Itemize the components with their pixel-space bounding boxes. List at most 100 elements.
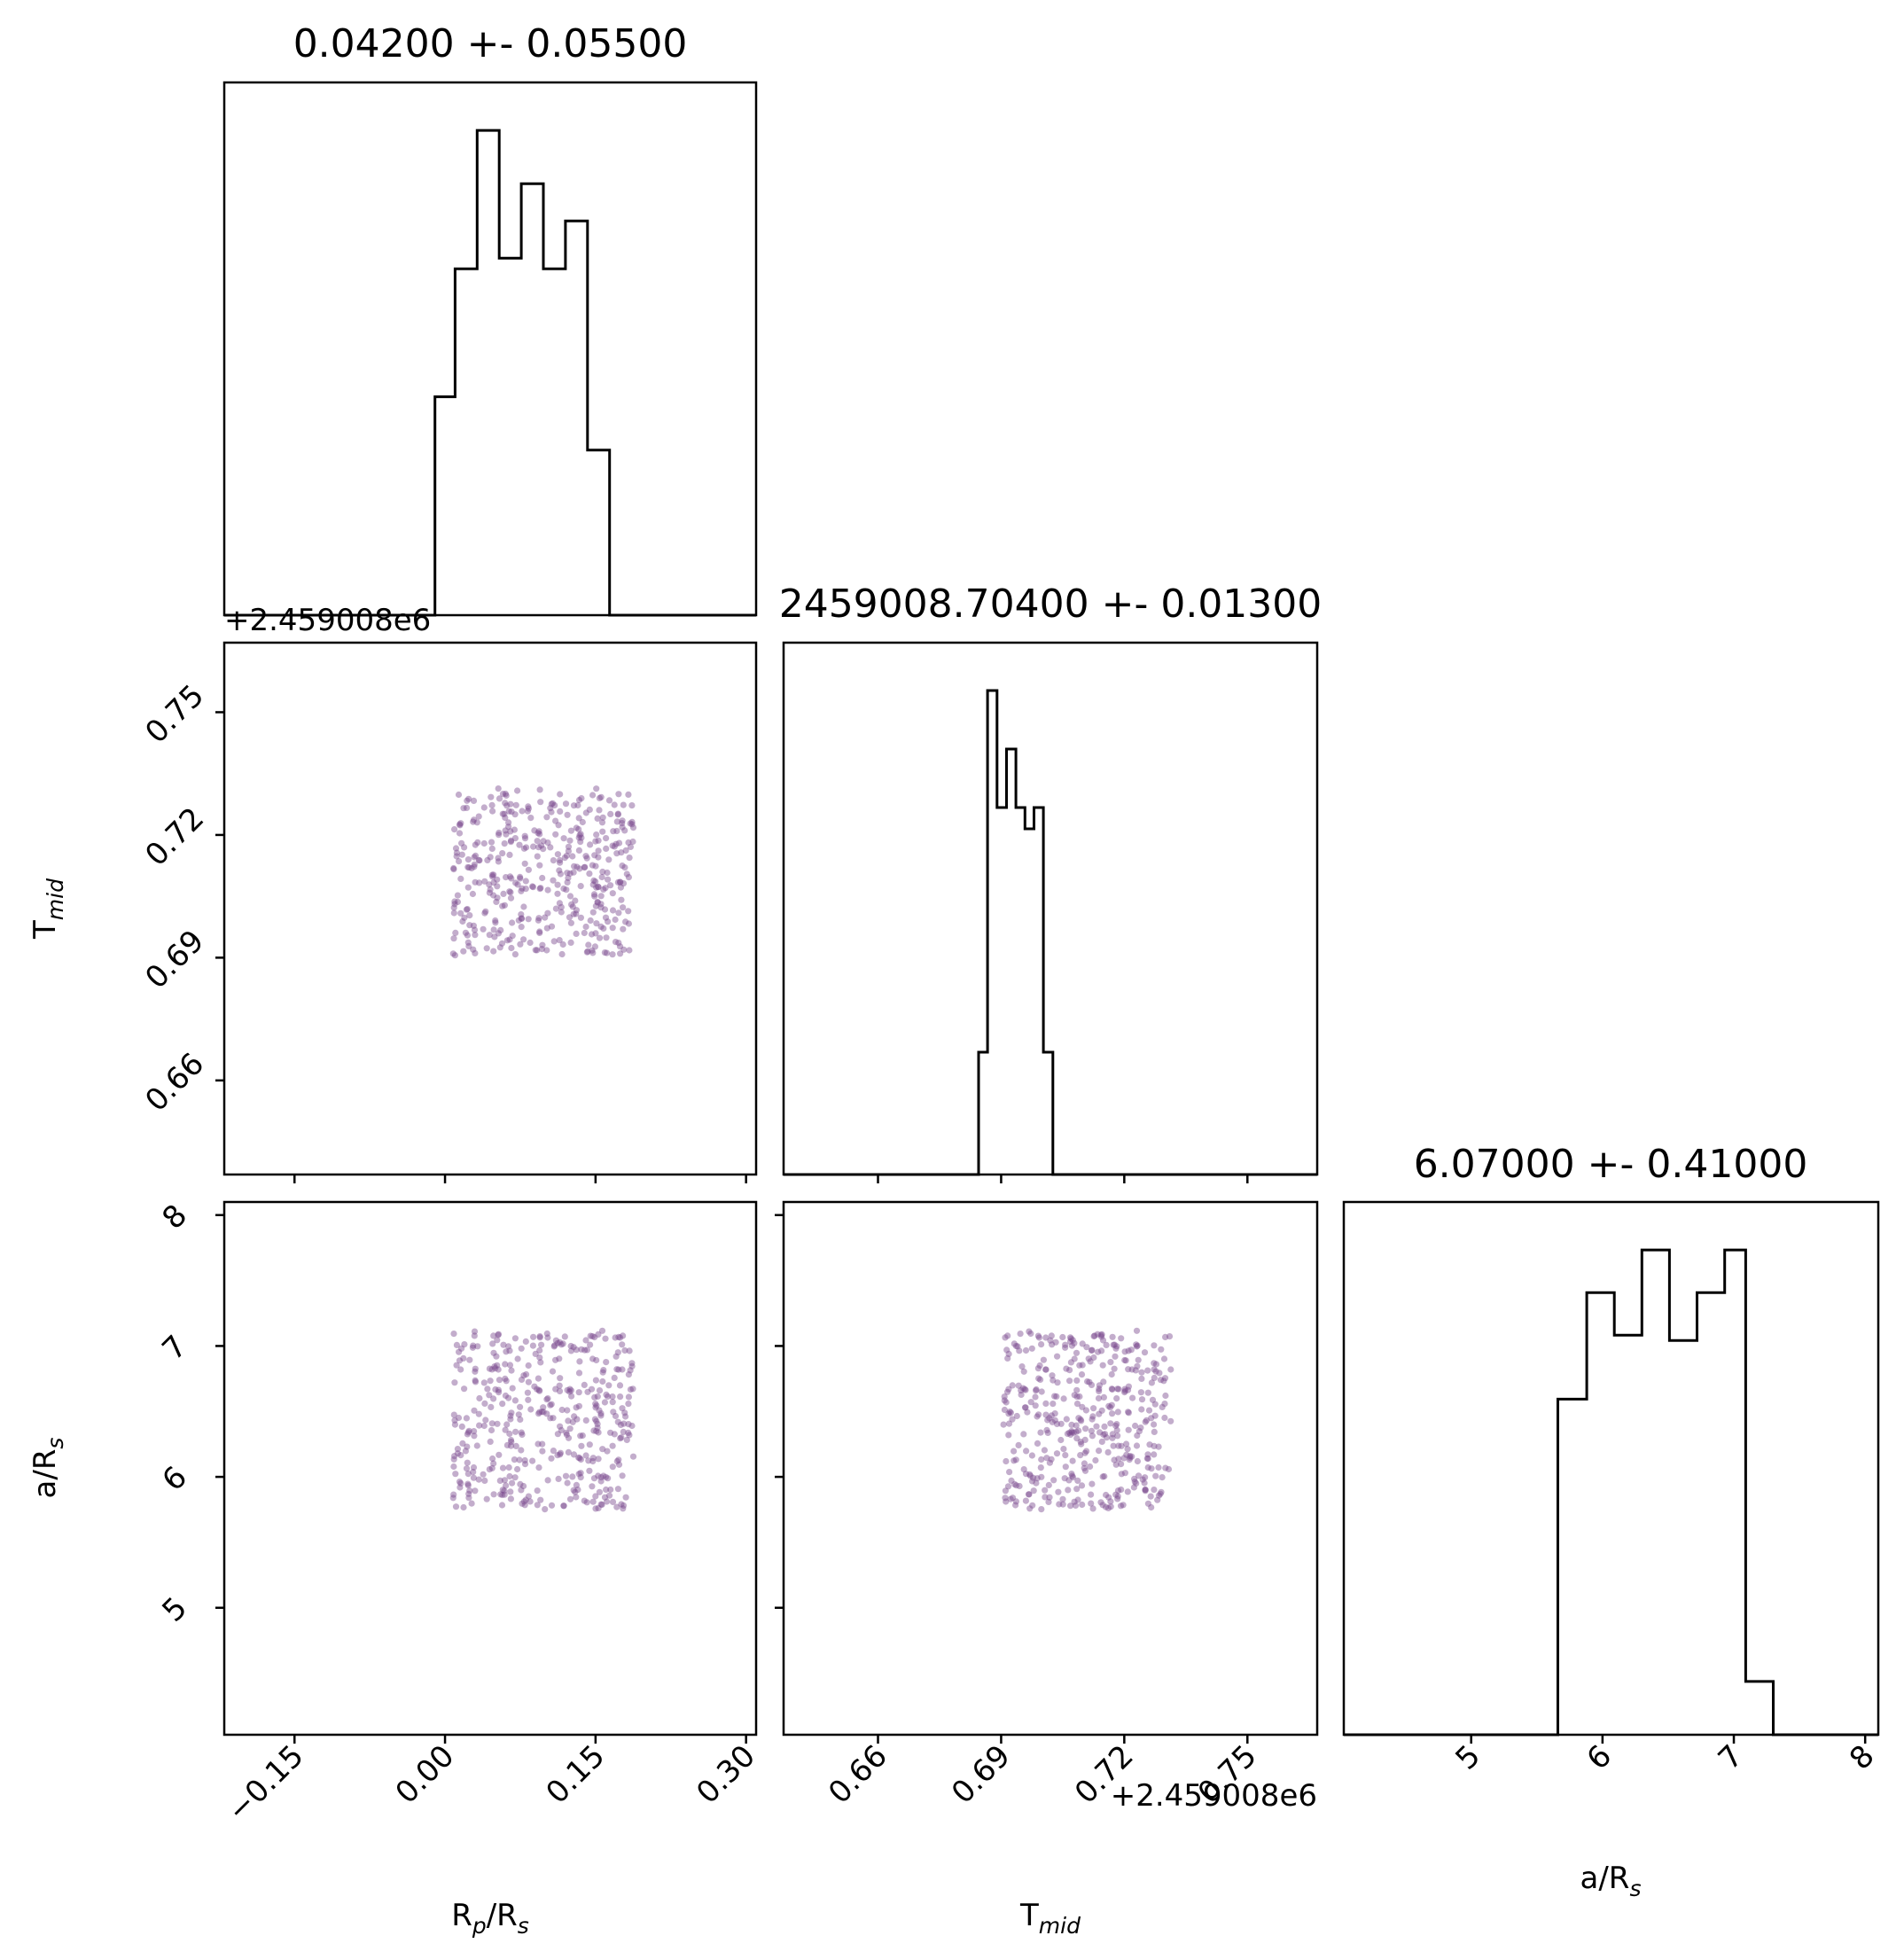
scatter-point-ars-vs-rp-311 [587, 1332, 594, 1339]
scatter-point-ars-vs-rp-333 [486, 1365, 494, 1372]
scatter-point-ars-vs-tmid-141 [1024, 1409, 1031, 1416]
scatter-point-ars-vs-rp-35 [494, 1362, 501, 1369]
scatter-point-ars-vs-rp-329 [523, 1370, 530, 1378]
scatter-point-ars-vs-rp-66 [575, 1402, 583, 1409]
scatter-point-ars-vs-rp-90 [562, 1472, 570, 1479]
scatter-point-ars-vs-rp-70 [609, 1498, 617, 1505]
scatter-point-tmid-vs-rp-408 [600, 925, 607, 932]
scatter-point-ars-vs-rp-94 [565, 1448, 573, 1456]
scatter-point-tmid-vs-rp-22 [525, 916, 532, 923]
scatter-point-ars-vs-rp-129 [589, 1457, 597, 1465]
scatter-point-ars-vs-rp-387 [595, 1504, 602, 1511]
scatter-point-tmid-vs-rp-3 [599, 828, 606, 835]
scatter-point-tmid-vs-rp-101 [574, 863, 581, 870]
scatter-point-tmid-vs-rp-337 [589, 909, 597, 916]
scatter-point-tmid-vs-rp-402 [597, 793, 605, 800]
scatter-point-ars-vs-rp-188 [577, 1456, 585, 1463]
scatter-point-ars-vs-rp-95 [471, 1407, 478, 1414]
scatter-point-tmid-vs-rp-320 [461, 844, 468, 851]
scatter-point-ars-vs-tmid-335 [1138, 1396, 1146, 1403]
scatter-point-ars-vs-rp-220 [610, 1409, 617, 1416]
scatter-point-tmid-vs-rp-264 [573, 910, 580, 917]
scatter-point-ars-vs-rp-72 [626, 1432, 633, 1439]
scatter-point-tmid-vs-rp-346 [570, 910, 577, 917]
scatter-point-ars-vs-tmid-267 [1012, 1502, 1019, 1509]
scatter-point-ars-vs-rp-396 [594, 1393, 601, 1400]
scatter-point-tmid-vs-rp-237 [544, 886, 551, 894]
scatter-point-ars-vs-tmid-235 [1018, 1363, 1026, 1370]
scatter-point-ars-vs-tmid-255 [1142, 1474, 1149, 1481]
scatter-point-ars-vs-tmid-79 [1003, 1388, 1011, 1395]
scatter-point-ars-vs-rp-283 [566, 1388, 574, 1395]
scatter-point-tmid-vs-rp-57 [506, 936, 513, 943]
xtick-label-ars-3: 8 [1843, 1738, 1882, 1777]
scatter-point-ars-vs-tmid-152 [1035, 1334, 1042, 1341]
scatter-point-ars-vs-tmid-36 [1144, 1463, 1151, 1471]
scatter-point-ars-vs-rp-357 [490, 1395, 497, 1402]
xtick-label-tmid-1: 0.69 [945, 1738, 1018, 1811]
scatter-point-ars-vs-tmid-380 [1059, 1501, 1066, 1508]
scatter-point-ars-vs-rp-130 [506, 1430, 513, 1438]
scatter-point-tmid-vs-rp-334 [550, 857, 558, 864]
scatter-point-ars-vs-tmid-412 [1131, 1479, 1138, 1486]
scatter-point-ars-vs-tmid-269 [1071, 1392, 1078, 1399]
scatter-point-ars-vs-tmid-378 [1089, 1480, 1096, 1487]
scatter-point-ars-vs-tmid-242 [1081, 1449, 1089, 1456]
scatter-point-ars-vs-tmid-26 [1049, 1418, 1056, 1425]
scatter-point-ars-vs-tmid-379 [1151, 1412, 1159, 1419]
scatter-point-tmid-vs-rp-39 [598, 819, 606, 826]
scatter-point-tmid-vs-rp-4 [593, 920, 600, 927]
scatter-point-tmid-vs-rp-233 [451, 952, 458, 959]
scatter-point-ars-vs-tmid-329 [1108, 1370, 1115, 1378]
scatter-point-tmid-vs-rp-67 [512, 879, 519, 886]
scatter-point-ars-vs-tmid-393 [1114, 1487, 1122, 1495]
scatter-point-tmid-vs-rp-251 [574, 801, 581, 809]
scatter-point-ars-vs-tmid-394 [1096, 1410, 1103, 1417]
scatter-point-ars-vs-tmid-305 [1095, 1394, 1103, 1402]
scatter-point-ars-vs-tmid-280 [1133, 1341, 1140, 1348]
scatter-point-tmid-vs-rp-293 [511, 826, 519, 833]
scatter-point-ars-vs-rp-260 [535, 1375, 542, 1382]
scatter-point-tmid-vs-rp-113 [522, 878, 529, 885]
scatter-point-tmid-vs-rp-95 [471, 854, 478, 861]
scatter-point-ars-vs-rp-242 [557, 1449, 565, 1456]
scatter-point-tmid-vs-rp-376 [572, 897, 579, 904]
ytick-label-ars-0: 5 [155, 1590, 194, 1629]
scatter-point-ars-vs-rp-153 [518, 1429, 525, 1436]
scatter-point-tmid-vs-rp-26 [569, 903, 576, 910]
scatter-point-ars-vs-tmid-103 [1008, 1477, 1015, 1484]
scatter-point-ars-vs-tmid-362 [1061, 1475, 1068, 1482]
scatter-point-ars-vs-tmid-17 [1118, 1461, 1125, 1468]
scatter-point-ars-vs-tmid-13 [1073, 1349, 1081, 1356]
scatter-point-ars-vs-tmid-84 [1144, 1367, 1151, 1374]
scatter-point-ars-vs-rp-250 [555, 1475, 562, 1482]
scatter-point-ars-vs-rp-349 [617, 1435, 624, 1442]
scatter-point-ars-vs-tmid-241 [1042, 1400, 1050, 1407]
scatter-point-tmid-vs-rp-236 [499, 810, 506, 817]
scatter-point-tmid-vs-rp-297 [603, 949, 611, 956]
scatter-point-ars-vs-tmid-225 [1111, 1456, 1118, 1463]
scatter-point-ars-vs-rp-231 [581, 1346, 589, 1354]
scatter-point-tmid-vs-rp-306 [578, 795, 585, 802]
scatter-point-ars-vs-rp-398 [609, 1393, 616, 1401]
scatter-point-tmid-vs-rp-12 [625, 874, 633, 881]
scatter-point-tmid-vs-rp-63 [573, 907, 581, 914]
scatter-point-tmid-vs-rp-187 [512, 801, 519, 808]
scatter-point-ars-vs-rp-221 [589, 1332, 597, 1340]
scatter-point-tmid-vs-rp-282 [589, 792, 597, 799]
scatter-point-tmid-vs-rp-64 [589, 947, 596, 954]
scatter-point-tmid-vs-rp-87 [490, 926, 497, 933]
ytick-label-ars-1: 6 [155, 1460, 194, 1499]
scatter-point-ars-vs-tmid-69 [1103, 1434, 1111, 1441]
scatter-point-tmid-vs-rp-78 [550, 938, 558, 945]
scatter-point-tmid-vs-rp-28 [613, 850, 620, 857]
scatter-point-ars-vs-rp-351 [517, 1480, 524, 1487]
scatter-point-ars-vs-rp-61 [597, 1412, 605, 1419]
scatter-point-ars-vs-rp-282 [589, 1355, 597, 1362]
ytick-label-tmid-1: 0.69 [138, 924, 211, 996]
panel-frame-ars-vs-rp [222, 1200, 758, 1737]
scatter-point-tmid-vs-rp-76 [570, 802, 578, 809]
scatter-point-ars-vs-rp-347 [466, 1356, 473, 1363]
scatter-point-ars-vs-tmid-416 [1133, 1479, 1140, 1487]
scatter-point-ars-vs-rp-328 [571, 1413, 578, 1420]
